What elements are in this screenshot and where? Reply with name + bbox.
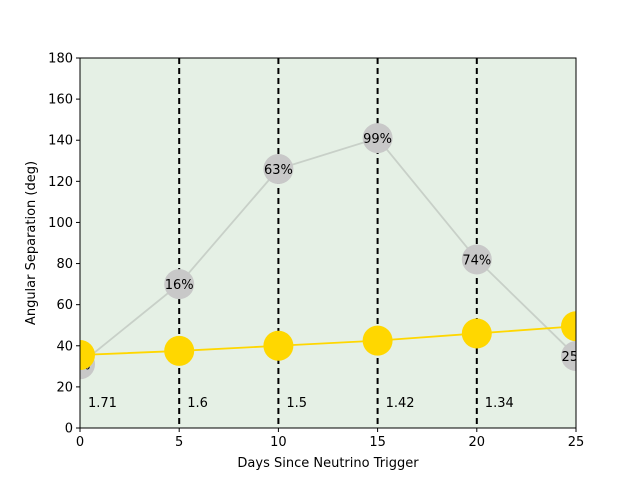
series-0-point-label-3: 99% bbox=[363, 132, 392, 147]
series-0-point-3 bbox=[362, 123, 393, 154]
series-1-point-5 bbox=[561, 311, 576, 342]
x-tick-label-0: 0 bbox=[76, 435, 84, 450]
x-axis-ticks: 0 5 10 15 20 25 bbox=[76, 428, 584, 450]
series-line-0 bbox=[80, 137, 576, 365]
series: 1%16%63%99%74%25% bbox=[80, 123, 591, 380]
series-0-point-1 bbox=[164, 269, 195, 300]
series-0-point-2 bbox=[263, 154, 294, 184]
annotation-4: 1.34 bbox=[485, 396, 514, 411]
series-1-point-3 bbox=[362, 325, 393, 356]
series-0-point-5 bbox=[561, 341, 576, 372]
plot-background bbox=[80, 58, 576, 428]
annotation-2: 1.5 bbox=[286, 396, 307, 411]
series-0-point-label-5: 25% bbox=[562, 350, 591, 365]
annotation-0: 1.71 bbox=[88, 396, 117, 411]
y-tick-label-4: 80 bbox=[56, 257, 73, 272]
x-tick-label-2: 10 bbox=[270, 435, 287, 450]
y-axis-label: Angular Separation (deg) bbox=[24, 161, 39, 325]
annotation-1: 1.6 bbox=[187, 396, 208, 411]
x-tick-label-3: 15 bbox=[369, 435, 386, 450]
plot-frame bbox=[79, 57, 577, 429]
x-tick-label-4: 20 bbox=[469, 435, 486, 450]
y-tick-label-8: 160 bbox=[48, 93, 73, 108]
y-tick-label-0: 0 bbox=[65, 422, 73, 437]
annotations: 1.71 1.6 1.5 1.42 1.34 bbox=[88, 396, 514, 411]
series-line-1 bbox=[80, 325, 576, 356]
series-1-point-0 bbox=[80, 340, 95, 371]
x-axis-label: Days Since Neutrino Trigger bbox=[237, 456, 419, 471]
series-1-point-1 bbox=[164, 335, 195, 366]
x-tick-label-5: 25 bbox=[568, 435, 585, 450]
series-0-point-label-2: 63% bbox=[264, 163, 293, 178]
series-0-point-4 bbox=[461, 244, 492, 275]
series-1 bbox=[80, 311, 576, 371]
series-1-point-2 bbox=[263, 330, 294, 361]
series-0-point-label-1: 16% bbox=[165, 278, 194, 293]
y-tick-label-9: 180 bbox=[48, 52, 73, 67]
y-tick-label-7: 140 bbox=[48, 134, 73, 149]
series-0-point-label-4: 74% bbox=[462, 253, 491, 268]
y-tick-label-2: 40 bbox=[56, 339, 73, 354]
x-tick-label-1: 5 bbox=[175, 435, 183, 450]
y-tick-label-1: 20 bbox=[56, 380, 73, 395]
series-1-point-4 bbox=[461, 318, 492, 349]
y-tick-label-5: 100 bbox=[48, 216, 73, 231]
y-axis-ticks: 0 20 40 60 80 100 120 140 160 180 bbox=[48, 52, 80, 437]
y-tick-label-3: 60 bbox=[56, 298, 73, 313]
vertical-lines bbox=[178, 58, 478, 428]
y-tick-label-6: 120 bbox=[48, 175, 73, 190]
annotation-3: 1.42 bbox=[386, 396, 415, 411]
